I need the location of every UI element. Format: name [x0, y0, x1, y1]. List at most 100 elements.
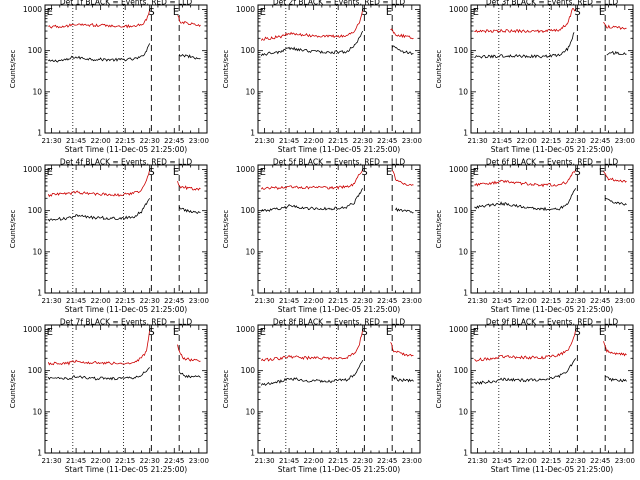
x-tick-label: 22:00	[517, 297, 537, 305]
events-series-line	[391, 375, 414, 383]
events-series-line	[474, 358, 577, 385]
event-marker-label: E	[473, 327, 479, 338]
x-tick-label: 21:45	[279, 297, 299, 305]
x-tick-label: 21:30	[41, 297, 61, 305]
lld-series-line	[603, 170, 627, 183]
lld-series-line	[47, 169, 151, 198]
event-marker-label: E	[260, 327, 266, 338]
y-tick-label: 100	[28, 366, 43, 375]
x-tick-label: 21:30	[254, 457, 274, 465]
x-tick-label: 21:30	[254, 297, 274, 305]
x-axis-label: Start Time (11-Dec-05 21:25:00)	[65, 145, 187, 154]
events-series-line	[605, 197, 627, 206]
x-axis-label: Start Time (11-Dec-05 21:25:00)	[65, 305, 187, 314]
y-tick-label: 1	[37, 449, 42, 458]
y-axis-label: Counts/sec	[222, 370, 230, 409]
x-axis-label: Start Time (11-Dec-05 21:25:00)	[65, 465, 187, 474]
event-marker-label: E	[599, 327, 605, 338]
x-tick-label: 21:45	[66, 297, 86, 305]
x-tick-label: 22:45	[377, 297, 397, 305]
x-axis-label: Start Time (11-Dec-05 21:25:00)	[491, 145, 613, 154]
lld-series-line	[603, 341, 627, 357]
y-tick-label: 1	[250, 289, 255, 298]
y-tick-label: 10	[458, 407, 468, 416]
x-tick-label: 21:45	[492, 137, 512, 145]
x-tick-label: 22:30	[353, 457, 373, 465]
panel-title: Det 7f BLACK = Events, RED = LLD	[60, 318, 193, 327]
panel-title: Det 2f BLACK = Events, RED = LLD	[273, 0, 406, 7]
y-tick-label: 1000	[23, 5, 42, 14]
y-tick-label: 100	[241, 206, 256, 215]
panel-title: Det 6f BLACK = Events, RED = LLD	[486, 158, 619, 167]
x-tick-label: 21:30	[467, 297, 487, 305]
x-tick-label: 22:15	[541, 457, 561, 465]
y-tick-label: 10	[32, 87, 42, 96]
x-tick-label: 22:30	[566, 137, 586, 145]
x-tick-label: 22:00	[304, 137, 324, 145]
x-tick-label: 22:45	[164, 137, 184, 145]
event-marker-label: E	[173, 167, 179, 178]
x-tick-label: 22:00	[517, 137, 537, 145]
x-tick-label: 23:00	[615, 297, 635, 305]
x-tick-label: 21:45	[492, 457, 512, 465]
event-marker-label: E	[173, 327, 179, 338]
x-axis-label: Start Time (11-Dec-05 21:25:00)	[278, 465, 400, 474]
lld-series-line	[48, 9, 151, 29]
lld-series-line	[390, 28, 414, 40]
x-tick-label: 23:00	[615, 137, 635, 145]
x-tick-label: 22:15	[115, 457, 135, 465]
event-marker-label: E	[47, 327, 53, 338]
y-tick-label: 1000	[236, 325, 255, 334]
panel-title: Det 9f BLACK = Events, RED = LLD	[486, 318, 619, 327]
x-tick-label: 21:45	[279, 137, 299, 145]
x-tick-label: 22:15	[328, 297, 348, 305]
y-axis-label: Counts/sec	[435, 210, 443, 249]
events-series-line	[260, 30, 364, 57]
x-tick-label: 22:45	[164, 297, 184, 305]
x-tick-label: 21:45	[492, 297, 512, 305]
x-tick-label: 22:30	[140, 457, 160, 465]
x-tick-label: 22:30	[140, 137, 160, 145]
x-axis-label: Start Time (11-Dec-05 21:25:00)	[491, 465, 613, 474]
y-tick-label: 1	[463, 129, 468, 138]
y-axis-label: Counts/sec	[9, 210, 17, 249]
event-marker-label: S	[361, 167, 367, 178]
y-tick-label: 1000	[449, 165, 468, 174]
x-tick-label: 22:45	[377, 457, 397, 465]
events-series-line	[178, 54, 201, 60]
plot-frame	[44, 324, 208, 454]
y-axis-label: Counts/sec	[222, 210, 230, 249]
x-tick-label: 22:00	[91, 137, 111, 145]
event-marker-label: S	[574, 167, 580, 178]
lld-series-line	[474, 8, 577, 34]
x-axis-label: Start Time (11-Dec-05 21:25:00)	[278, 305, 400, 314]
lld-series-line	[177, 344, 201, 362]
y-tick-label: 100	[28, 206, 43, 215]
x-tick-label: 21:45	[279, 457, 299, 465]
x-tick-label: 22:00	[91, 297, 111, 305]
x-tick-label: 21:30	[41, 137, 61, 145]
y-tick-label: 10	[245, 87, 255, 96]
y-tick-label: 1000	[236, 165, 255, 174]
x-tick-label: 22:30	[566, 457, 586, 465]
x-tick-label: 22:45	[590, 297, 610, 305]
y-axis-label: Counts/sec	[435, 50, 443, 89]
event-marker-label: E	[260, 167, 266, 178]
event-marker-label: S	[148, 167, 154, 178]
x-tick-label: 22:15	[115, 297, 135, 305]
lld-series-line	[474, 169, 577, 188]
events-series-line	[260, 188, 364, 212]
events-series-line	[47, 198, 151, 222]
x-tick-label: 22:45	[164, 457, 184, 465]
y-tick-label: 100	[28, 46, 43, 55]
y-tick-label: 1000	[23, 165, 42, 174]
plot-frame	[44, 4, 208, 134]
event-marker-label: S	[361, 7, 367, 18]
